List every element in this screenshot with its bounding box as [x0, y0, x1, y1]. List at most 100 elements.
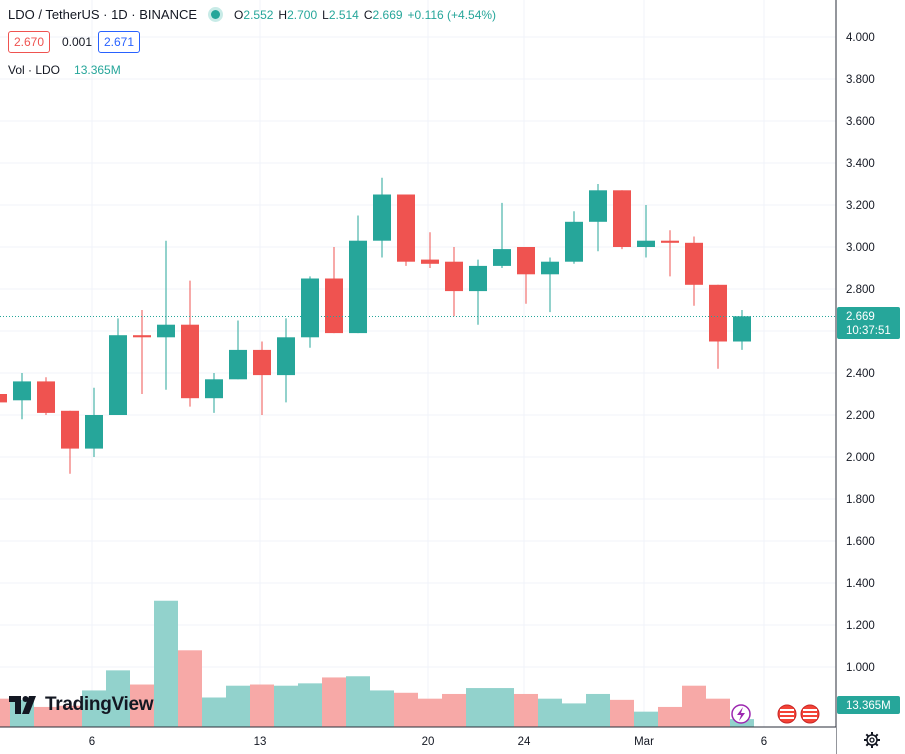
price-tick-label: 3.000 — [846, 242, 875, 254]
open-value: 2.552 — [243, 7, 274, 22]
volume-bar — [538, 698, 562, 727]
volume-badge-value: 13.365M — [846, 700, 891, 712]
tradingview-logo-icon — [9, 696, 36, 714]
price-tick-label: 3.200 — [846, 200, 875, 212]
volume-bar — [130, 684, 154, 727]
event-icons[interactable] — [731, 704, 820, 724]
price-tick-label: 2.000 — [846, 452, 875, 464]
candle-body — [589, 190, 607, 222]
volume-bar — [562, 703, 586, 727]
candle-body — [685, 242, 703, 285]
candle-body — [181, 324, 199, 399]
close-label: C — [363, 7, 373, 22]
flag-stripe — [780, 713, 794, 715]
candle-body — [133, 335, 151, 338]
candle-body — [157, 324, 175, 338]
price-axis-bg — [836, 0, 905, 754]
candle-body — [373, 194, 391, 241]
volume-bar — [490, 688, 514, 727]
candle-body — [613, 190, 631, 247]
volume-bar — [418, 698, 442, 727]
market-status-icon[interactable] — [211, 10, 221, 19]
volume-legend[interactable]: Vol · LDO 13.365M — [8, 63, 121, 77]
buy-price-button[interactable]: 2.671 — [98, 31, 141, 53]
time-tick-label: 24 — [518, 736, 531, 748]
spread-value: 0.001 — [62, 35, 93, 49]
candle-body — [469, 265, 487, 292]
candle-body — [85, 415, 103, 449]
volume-bar — [322, 677, 346, 727]
flag-stripe — [780, 709, 794, 711]
open-label: O — [234, 7, 244, 22]
price-tick-label: 1.600 — [846, 536, 875, 548]
candle-body — [109, 335, 127, 415]
price-tick-label: 1.400 — [846, 578, 875, 590]
flag-stripe — [803, 709, 817, 711]
volume-bar — [514, 693, 538, 727]
price-tick-label: 1.800 — [846, 494, 875, 506]
candle-body — [565, 221, 583, 262]
volume-bar — [394, 692, 418, 727]
volume-bar — [298, 683, 322, 727]
tradingview-logo-text: TradingView — [45, 694, 154, 715]
volume-bar — [682, 685, 706, 727]
price-tick-label: 4.000 — [846, 32, 875, 44]
price-candles — [0, 177, 751, 474]
lightning-icon — [737, 707, 745, 721]
volume-bar — [634, 711, 658, 727]
candle-body — [541, 261, 559, 275]
high-label: H — [278, 7, 288, 22]
volume-bar — [0, 698, 10, 727]
candle-body — [37, 381, 55, 413]
volume-bar — [154, 600, 178, 727]
flag-stripe — [780, 717, 794, 719]
price-tick-label: 2.400 — [846, 368, 875, 380]
candle-body — [229, 349, 247, 380]
candle-body — [493, 249, 511, 266]
price-tick-label: 3.400 — [846, 158, 875, 170]
volume-bar — [466, 688, 490, 727]
volume-bar — [202, 697, 226, 727]
change-value: +0.116 (+4.54%) — [407, 7, 497, 22]
ohlc-values: O2.552 H2.700 L2.514 C2.669 +0.116 (+4.54%) — [234, 8, 501, 22]
candle-body — [0, 394, 7, 403]
bar-countdown: 10:37:51 — [846, 325, 891, 337]
time-axis[interactable]: 6 13 20 24 Mar 6 — [89, 736, 767, 748]
candle-body — [349, 240, 367, 334]
price-tick-label: 1.200 — [846, 620, 875, 632]
last-price-badge: 2.669 10:37:51 — [837, 307, 900, 339]
candle-body — [397, 194, 415, 262]
volume-value: 13.365M — [74, 63, 121, 77]
last-price-badge-bg — [837, 307, 900, 339]
sell-price-button[interactable]: 2.670 — [8, 31, 51, 53]
volume-bar — [250, 684, 274, 727]
flag-stripe — [803, 717, 817, 719]
tradingview-logo[interactable]: TradingView — [9, 694, 154, 716]
volume-bar — [106, 670, 130, 727]
settings-gear-icon[interactable] — [864, 732, 880, 748]
symbol-title[interactable]: LDO / TetherUS · 1D · BINANCE — [8, 7, 198, 22]
time-tick-label: 6 — [761, 736, 767, 748]
price-tick-label: 2.200 — [846, 410, 875, 422]
volume-bar — [82, 690, 106, 727]
price-tick-label: 3.600 — [846, 116, 875, 128]
candle-body — [325, 278, 343, 334]
price-tick-label: 2.800 — [846, 284, 875, 296]
volume-bar — [370, 690, 394, 727]
low-value: 2.514 — [328, 7, 359, 22]
candle-body — [637, 240, 655, 247]
time-tick-label: Mar — [634, 736, 654, 748]
volume-bar — [178, 650, 202, 727]
candle-body — [301, 278, 319, 338]
volume-bar — [346, 676, 370, 727]
volume-bar — [442, 693, 466, 727]
volume-bar — [226, 685, 250, 727]
high-value: 2.700 — [287, 7, 318, 22]
volume-bars — [0, 600, 754, 727]
candle-body — [661, 240, 679, 243]
candle-body — [421, 259, 439, 264]
volume-label: Vol · LDO — [8, 63, 61, 77]
symbol-legend[interactable]: LDO / TetherUS · 1D · BINANCE O2.552 H2.7… — [8, 7, 501, 22]
time-tick-label: 20 — [422, 736, 435, 748]
